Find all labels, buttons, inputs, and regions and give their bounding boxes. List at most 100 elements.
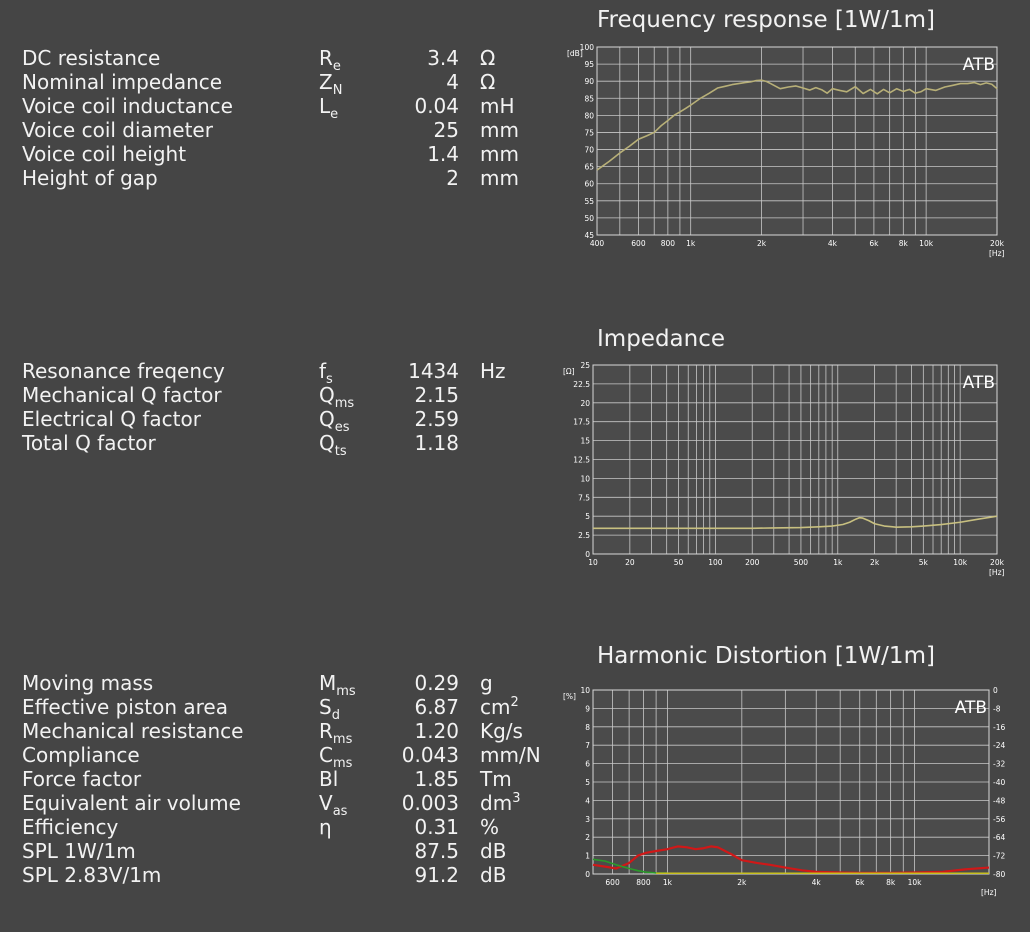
param-name: Voice coil diameter: [22, 118, 213, 142]
param-unit-text: dB: [480, 839, 507, 863]
param-row: Mechanical Q factor Qms 2.15: [0, 383, 560, 410]
param-name: Effective piston area: [22, 695, 228, 719]
atb-watermark: ATB: [963, 55, 995, 75]
y-tick-label-right: -8: [993, 704, 1001, 713]
x-tick-label: 10k: [953, 558, 968, 567]
param-unit-text: dB: [480, 863, 507, 887]
param-symbol: Qes: [319, 407, 350, 434]
param-name: Compliance: [22, 743, 140, 767]
y-tick-label: 10: [580, 474, 590, 483]
atb-watermark: ATB: [963, 373, 995, 393]
param-symbol-main: R: [319, 46, 333, 70]
param-symbol-subscript: s: [326, 372, 333, 387]
harmonic-distortion-title: Harmonic Distortion [1W/1m]: [597, 643, 935, 669]
x-tick-label: 800: [636, 878, 651, 887]
y-tick-label: 8: [585, 723, 590, 732]
y-tick-label: 2: [585, 833, 590, 842]
param-symbol-subscript: e: [330, 107, 339, 122]
param-unit: dB: [480, 839, 506, 863]
harmonic-distortion-chart: 0 1 2 3 4 5 6 7 8 9 10 0 -8 -16 -24 -32 -40 -48 -56 -64 -72 -…: [563, 686, 1005, 897]
param-row: Voice coil height 1.4 mm: [0, 142, 560, 166]
param-row: Efficiency η 0.31%: [0, 815, 560, 839]
y-tick-label-right: -56: [993, 815, 1005, 824]
param-symbol-subscript: ms: [332, 756, 353, 771]
x-tick-label: 10k: [919, 239, 934, 248]
x-tick-label: 20k: [990, 239, 1005, 248]
param-unit-text: g: [480, 671, 493, 695]
x-tick-label: 6k: [869, 239, 879, 248]
impedance-chart: 0 2.5 5 7.5 10 12.5 15 17.5 20 22.5 25 [Ω] 10 20 50 100…: [563, 361, 1005, 577]
param-symbol: ZN: [319, 70, 342, 97]
param-symbol: Qms: [319, 383, 354, 410]
param-symbol-main: Q: [319, 431, 335, 455]
param-value: 1.85: [414, 767, 459, 791]
x-tick-label: 4k: [828, 239, 838, 248]
param-name: Total Q factor: [22, 431, 156, 455]
param-value: 0.043: [401, 743, 459, 767]
y-tick-label: 5: [585, 512, 590, 521]
param-name: Efficiency: [22, 815, 119, 839]
y-tick-label: 90: [584, 77, 594, 86]
param-symbol-main: S: [319, 695, 332, 719]
param-symbol-main: Q: [319, 383, 335, 407]
y-tick-label: 2.5: [578, 531, 590, 540]
impedance-title: Impedance: [597, 326, 726, 352]
plot-area: [597, 47, 997, 235]
y-tick-label: 7: [585, 741, 590, 750]
param-row: SPL 1W/1m 87.5 dB: [0, 839, 560, 863]
param-name: Moving mass: [22, 671, 154, 695]
y-tick-label: 7.5: [578, 493, 590, 502]
param-row: Equivalent air volume Vas 0.003 dm3: [0, 791, 560, 818]
y-tick-label: 22.5: [573, 380, 590, 389]
plot-frame: [592, 364, 998, 555]
param-symbol-main: f: [319, 359, 327, 383]
frequency-response-title: Frequency response [1W/1m]: [597, 7, 936, 33]
y-axis-unit: [dB]: [567, 49, 583, 58]
param-unit-text: cm: [480, 695, 511, 719]
x-tick-label: 8k: [899, 239, 909, 248]
param-symbol: fs: [319, 359, 333, 386]
y-tick-label: 5: [585, 778, 590, 787]
param-unit: Hz: [480, 359, 506, 383]
series-line-1: [596, 79, 998, 171]
param-unit: Kg/s: [480, 719, 523, 743]
y-tick-label: 60: [584, 180, 594, 189]
x-tick-label: 1k: [833, 558, 843, 567]
y-tick-label: 80: [584, 111, 594, 120]
param-name: SPL 1W/1m: [22, 839, 136, 863]
param-row: Moving mass Mms 0.29 g: [0, 671, 560, 698]
param-row: Resonance freqency fs 1434 Hz: [0, 359, 560, 386]
param-symbol: Rms: [319, 719, 352, 746]
param-row: Total Q factor Qts 1.18: [0, 431, 560, 458]
x-tick-label: 200: [745, 558, 760, 567]
x-tick-label: 2k: [737, 878, 747, 887]
param-symbol-subscript: N: [332, 83, 343, 98]
param-name: Voice coil inductance: [22, 94, 233, 118]
x-tick-label: 600: [631, 239, 646, 248]
param-symbol-main: C: [319, 743, 333, 767]
x-axis-unit: [Hz]: [989, 249, 1005, 258]
param-row: Effective piston area Sd 6.87 cm2: [0, 695, 560, 722]
param-row: Mechanical resistance Rms 1.20 Kg/s: [0, 719, 560, 746]
param-unit: cm2: [480, 695, 519, 719]
x-tick-label: 400: [590, 239, 605, 248]
param-row: Force factor Bl 1.85 Tm: [0, 767, 560, 791]
param-value: 0.29: [414, 671, 459, 695]
y-tick-label: 12.5: [573, 456, 590, 465]
y-tick-label: 100: [580, 43, 595, 52]
x-tick-label: 20k: [990, 558, 1005, 567]
y-tick-label: 17.5: [573, 418, 590, 427]
param-value: 0.04: [414, 94, 459, 118]
y-axis-unit: [%]: [563, 692, 576, 701]
frequency-response-chart: 45 50 55 60 65 70 75 80 85 90 95 100[dB] 400 600 800 1k…: [567, 43, 1005, 258]
x-tick-label: 10k: [908, 878, 923, 887]
series-line-2: [592, 858, 668, 874]
param-value: 2.59: [414, 407, 459, 431]
atb-watermark: ATB: [955, 698, 987, 718]
param-unit-superscript: 3: [512, 791, 521, 806]
param-symbol: Re: [319, 46, 341, 73]
param-unit-text: %: [480, 815, 500, 839]
y-tick-label-right: 0: [993, 686, 998, 695]
y-tick-label: 9: [585, 704, 590, 713]
y-tick-label: 65: [584, 163, 594, 172]
